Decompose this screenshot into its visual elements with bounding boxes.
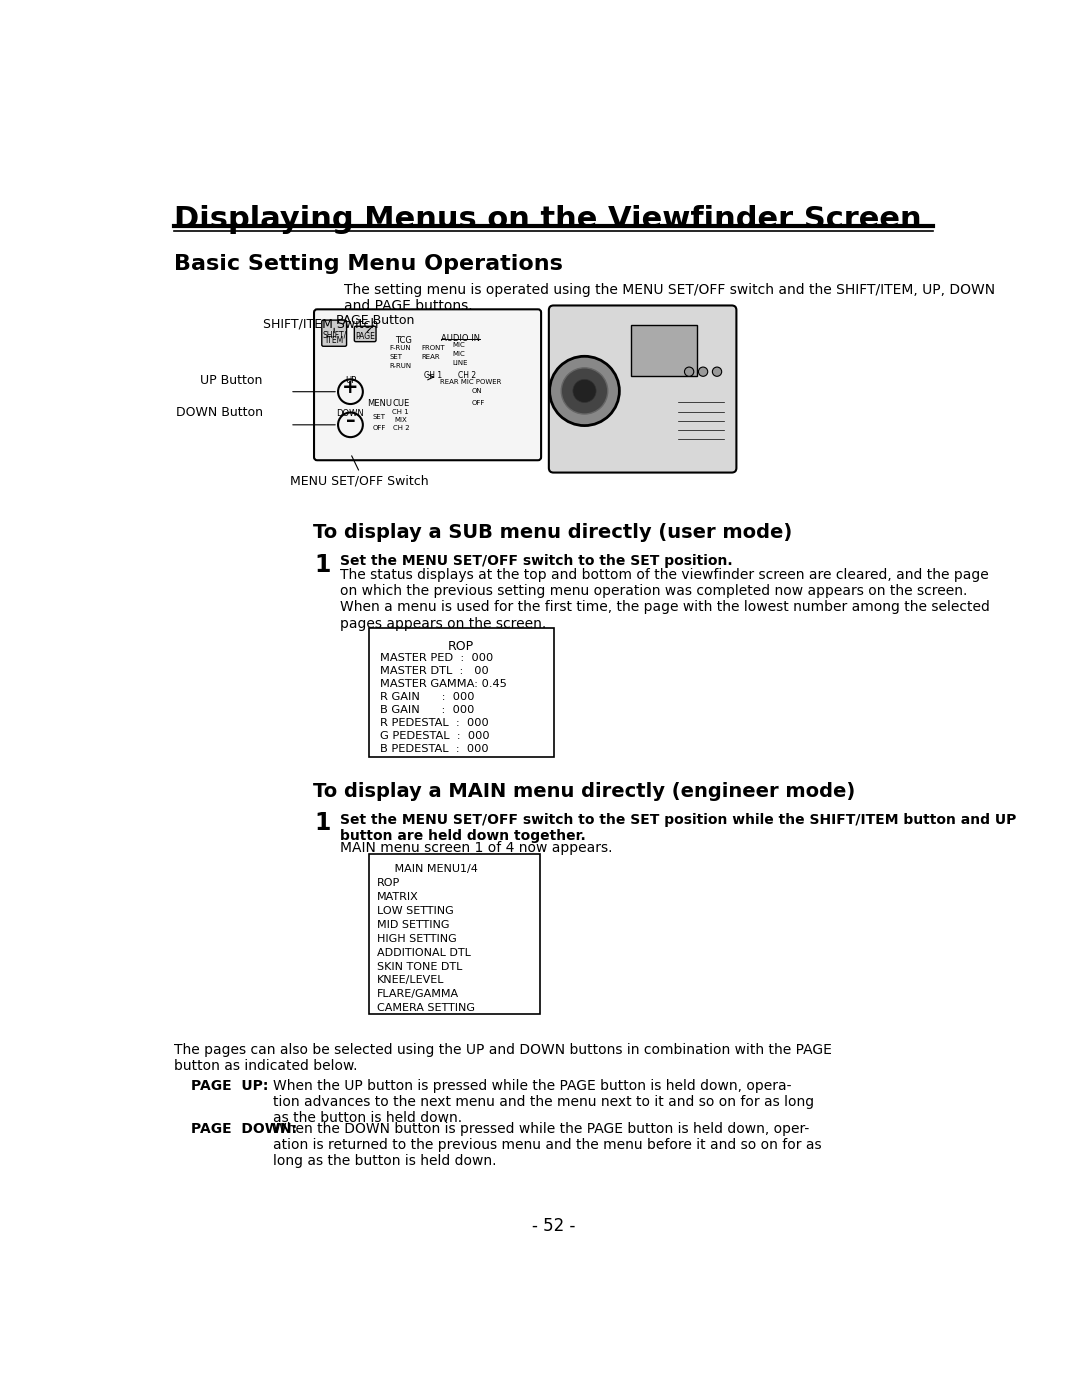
Text: The setting menu is operated using the MENU SET/OFF switch and the SHIFT/ITEM, U: The setting menu is operated using the M… xyxy=(345,284,996,313)
Text: CH 2: CH 2 xyxy=(458,372,476,380)
Text: When the DOWN button is pressed while the PAGE button is held down, oper-
ation : When the DOWN button is pressed while th… xyxy=(273,1122,822,1168)
Circle shape xyxy=(699,367,707,376)
Text: MATRIX: MATRIX xyxy=(377,893,419,902)
Text: R GAIN      :  000: R GAIN : 000 xyxy=(380,692,474,703)
FancyBboxPatch shape xyxy=(314,309,541,460)
Circle shape xyxy=(685,367,693,376)
Circle shape xyxy=(713,367,721,376)
Text: MENU: MENU xyxy=(366,398,392,408)
Text: MAIN menu screen 1 of 4 now appears.: MAIN menu screen 1 of 4 now appears. xyxy=(340,841,612,855)
Text: CAMERA SETTING: CAMERA SETTING xyxy=(377,1003,475,1013)
Text: Displaying Menus on the Viewfinder Screen: Displaying Menus on the Viewfinder Scree… xyxy=(174,204,921,233)
Text: SET: SET xyxy=(373,414,386,420)
Text: SHIFT/ITEM Switch: SHIFT/ITEM Switch xyxy=(262,317,378,331)
Text: Set the MENU SET/OFF switch to the SET position while the SHIFT/ITEM button and : Set the MENU SET/OFF switch to the SET p… xyxy=(340,813,1016,844)
Bar xyxy=(369,854,540,1014)
Text: UP Button: UP Button xyxy=(201,373,262,387)
Text: –: – xyxy=(346,412,355,430)
Text: MASTER PED  :  000: MASTER PED : 000 xyxy=(380,652,494,662)
Text: B PEDESTAL  :  000: B PEDESTAL : 000 xyxy=(380,745,488,754)
FancyBboxPatch shape xyxy=(322,320,347,346)
Text: FRONT: FRONT xyxy=(422,345,445,351)
Text: To display a SUB menu directly (user mode): To display a SUB menu directly (user mod… xyxy=(313,524,793,542)
Text: Basic Setting Menu Operations: Basic Setting Menu Operations xyxy=(174,254,563,274)
Text: UP: UP xyxy=(345,376,356,384)
Text: MASTER DTL  :   00: MASTER DTL : 00 xyxy=(380,666,488,676)
Text: +: + xyxy=(342,379,359,397)
Text: SKIN TONE DTL: SKIN TONE DTL xyxy=(377,961,462,971)
Text: PAGE: PAGE xyxy=(355,331,375,341)
Text: HIGH SETTING: HIGH SETTING xyxy=(377,933,457,944)
Text: AUDIO IN: AUDIO IN xyxy=(441,334,480,342)
Text: 1: 1 xyxy=(314,553,332,577)
Circle shape xyxy=(572,380,596,402)
Text: CUE: CUE xyxy=(392,398,409,408)
Text: F-RUN: F-RUN xyxy=(389,345,410,351)
FancyBboxPatch shape xyxy=(354,327,376,342)
Text: To display a MAIN menu directly (engineer mode): To display a MAIN menu directly (enginee… xyxy=(313,782,855,800)
Text: R-RUN: R-RUN xyxy=(389,363,411,369)
Text: CH 2: CH 2 xyxy=(392,425,409,430)
Text: OFF: OFF xyxy=(472,400,486,407)
Text: MENU SET/OFF Switch: MENU SET/OFF Switch xyxy=(291,474,429,488)
Text: R PEDESTAL  :  000: R PEDESTAL : 000 xyxy=(380,718,488,728)
Text: PAGE Button: PAGE Button xyxy=(336,314,415,327)
Text: When the UP button is pressed while the PAGE button is held down, opera-
tion ad: When the UP button is pressed while the … xyxy=(273,1078,814,1125)
Text: REAR MIC POWER: REAR MIC POWER xyxy=(440,379,501,384)
Text: TCG: TCG xyxy=(395,335,413,345)
Text: ROP: ROP xyxy=(448,640,474,654)
Text: REAR: REAR xyxy=(422,353,441,360)
Text: Set the MENU SET/OFF switch to the SET position.: Set the MENU SET/OFF switch to the SET p… xyxy=(340,555,733,569)
Text: CH 1: CH 1 xyxy=(392,409,409,415)
Text: G PEDESTAL  :  000: G PEDESTAL : 000 xyxy=(380,731,489,742)
Text: ON: ON xyxy=(472,388,483,394)
Text: - 52 -: - 52 - xyxy=(531,1217,576,1235)
Text: CH 1: CH 1 xyxy=(424,372,443,380)
Circle shape xyxy=(550,356,619,426)
Text: PAGE  UP:: PAGE UP: xyxy=(191,1078,268,1092)
Bar xyxy=(369,629,554,757)
Text: 1: 1 xyxy=(314,812,332,835)
Text: LOW SETTING: LOW SETTING xyxy=(377,907,454,916)
Text: MIX: MIX xyxy=(394,418,407,423)
Bar xyxy=(631,326,697,376)
Text: ADDITIONAL DTL: ADDITIONAL DTL xyxy=(377,947,471,958)
Circle shape xyxy=(562,367,608,414)
Text: MAIN MENU1/4: MAIN MENU1/4 xyxy=(377,865,477,875)
Text: MID SETTING: MID SETTING xyxy=(377,921,449,930)
Text: KNEE/LEVEL: KNEE/LEVEL xyxy=(377,975,444,985)
Text: FLARE/GAMMA: FLARE/GAMMA xyxy=(377,989,459,999)
Text: B GAIN      :  000: B GAIN : 000 xyxy=(380,705,474,715)
FancyBboxPatch shape xyxy=(549,306,737,472)
Text: DOWN: DOWN xyxy=(337,409,364,419)
Text: MIC: MIC xyxy=(453,342,465,348)
Text: DOWN Button: DOWN Button xyxy=(176,407,262,419)
Text: OFF: OFF xyxy=(373,425,386,430)
Text: The status displays at the top and bottom of the viewfinder screen are cleared, : The status displays at the top and botto… xyxy=(340,569,990,630)
Text: The pages can also be selected using the UP and DOWN buttons in combination with: The pages can also be selected using the… xyxy=(174,1044,832,1073)
Text: MIC: MIC xyxy=(453,351,465,356)
Text: SHIFT/: SHIFT/ xyxy=(322,331,347,339)
Text: PAGE  DOWN:: PAGE DOWN: xyxy=(191,1122,297,1136)
Text: SET: SET xyxy=(389,353,402,360)
Text: LINE: LINE xyxy=(453,360,469,366)
Text: ROP: ROP xyxy=(377,879,400,888)
Text: MASTER GAMMA: 0.45: MASTER GAMMA: 0.45 xyxy=(380,679,507,689)
Text: ITEM: ITEM xyxy=(325,337,343,345)
